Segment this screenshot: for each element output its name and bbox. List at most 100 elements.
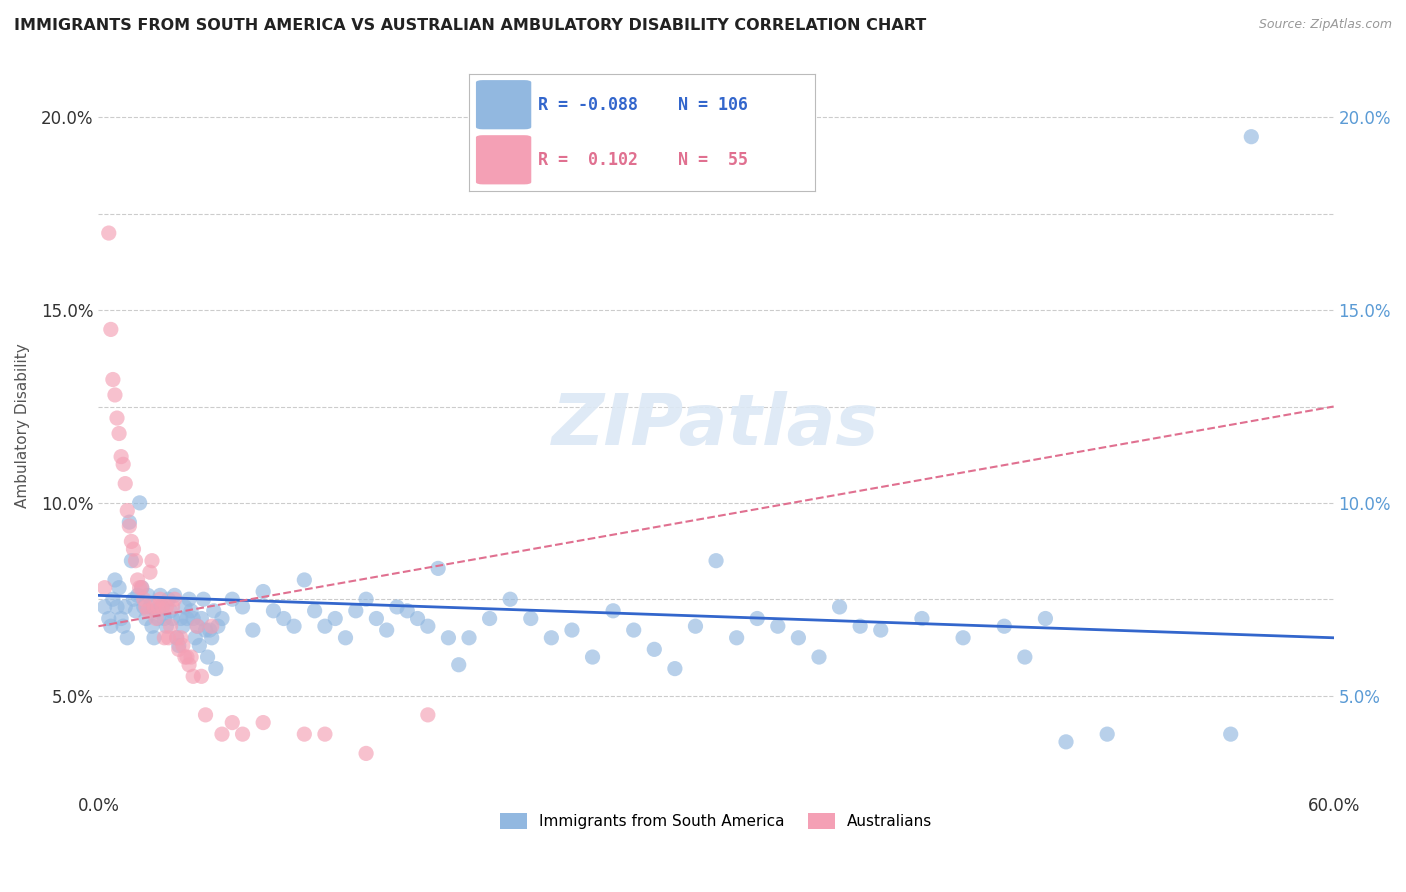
Point <box>869 623 891 637</box>
Point <box>766 619 789 633</box>
Point <box>194 707 217 722</box>
Point <box>458 631 481 645</box>
Point <box>177 657 200 672</box>
Point <box>1054 735 1077 749</box>
Point <box>172 639 194 653</box>
Point <box>124 554 146 568</box>
Point <box>120 554 142 568</box>
Point <box>1035 611 1057 625</box>
Point <box>163 588 186 602</box>
Point <box>602 604 624 618</box>
Point <box>201 631 224 645</box>
Point <box>162 611 184 625</box>
Point <box>108 426 131 441</box>
Point <box>100 322 122 336</box>
Point <box>849 619 872 633</box>
Point <box>664 662 686 676</box>
Point <box>108 581 131 595</box>
Point <box>685 619 707 633</box>
Point <box>180 650 202 665</box>
Point <box>131 581 153 595</box>
Point <box>807 650 830 665</box>
Point <box>304 604 326 618</box>
Point <box>262 604 284 618</box>
Point <box>145 604 167 618</box>
Point <box>166 631 188 645</box>
Point <box>323 611 346 625</box>
Point <box>1219 727 1241 741</box>
Text: Source: ZipAtlas.com: Source: ZipAtlas.com <box>1258 18 1392 31</box>
Point <box>149 588 172 602</box>
Point <box>184 631 207 645</box>
Point <box>375 623 398 637</box>
Point <box>170 631 193 645</box>
Point <box>150 599 173 614</box>
Point <box>1095 727 1118 741</box>
Point <box>292 727 315 741</box>
Point <box>114 476 136 491</box>
Point <box>232 727 254 741</box>
Legend: Immigrants from South America, Australians: Immigrants from South America, Australia… <box>494 807 939 836</box>
Point <box>194 623 217 637</box>
Point <box>292 573 315 587</box>
Point <box>416 707 439 722</box>
Point <box>153 631 176 645</box>
Point <box>643 642 665 657</box>
Point <box>911 611 934 625</box>
Point <box>314 619 336 633</box>
Point <box>273 611 295 625</box>
Point <box>112 458 135 472</box>
Point <box>366 611 388 625</box>
Point <box>242 623 264 637</box>
Point <box>127 588 149 602</box>
Point <box>117 631 139 645</box>
Point <box>993 619 1015 633</box>
Point <box>176 650 198 665</box>
Point <box>193 592 215 607</box>
Text: ZIPatlas: ZIPatlas <box>553 392 880 460</box>
Point <box>97 226 120 240</box>
Point <box>1014 650 1036 665</box>
Point <box>150 599 173 614</box>
Point <box>131 581 153 595</box>
Y-axis label: Ambulatory Disability: Ambulatory Disability <box>15 343 30 508</box>
Point <box>105 599 128 614</box>
Point <box>162 599 184 614</box>
Point <box>787 631 810 645</box>
Point <box>105 411 128 425</box>
Point <box>141 619 163 633</box>
Point <box>153 611 176 625</box>
Point <box>354 747 377 761</box>
Point <box>128 581 150 595</box>
Point <box>93 581 115 595</box>
Point <box>143 599 166 614</box>
Point <box>437 631 460 645</box>
Point <box>314 727 336 741</box>
Point <box>128 496 150 510</box>
Point <box>135 611 157 625</box>
Point <box>335 631 357 645</box>
Point <box>117 503 139 517</box>
Point <box>159 619 181 633</box>
Point <box>174 599 197 614</box>
Point <box>201 619 224 633</box>
Point <box>704 554 727 568</box>
Point <box>416 619 439 633</box>
Point <box>132 599 155 614</box>
Point <box>202 604 225 618</box>
Point <box>167 642 190 657</box>
Point <box>141 554 163 568</box>
Point <box>221 592 243 607</box>
Point <box>118 515 141 529</box>
Point <box>112 619 135 633</box>
Point <box>478 611 501 625</box>
Point <box>172 619 194 633</box>
Point <box>101 372 124 386</box>
Point <box>170 611 193 625</box>
Point <box>344 604 367 618</box>
Point <box>136 604 159 618</box>
Point <box>155 599 177 614</box>
Point <box>174 650 197 665</box>
Point <box>447 657 470 672</box>
Point <box>207 619 229 633</box>
